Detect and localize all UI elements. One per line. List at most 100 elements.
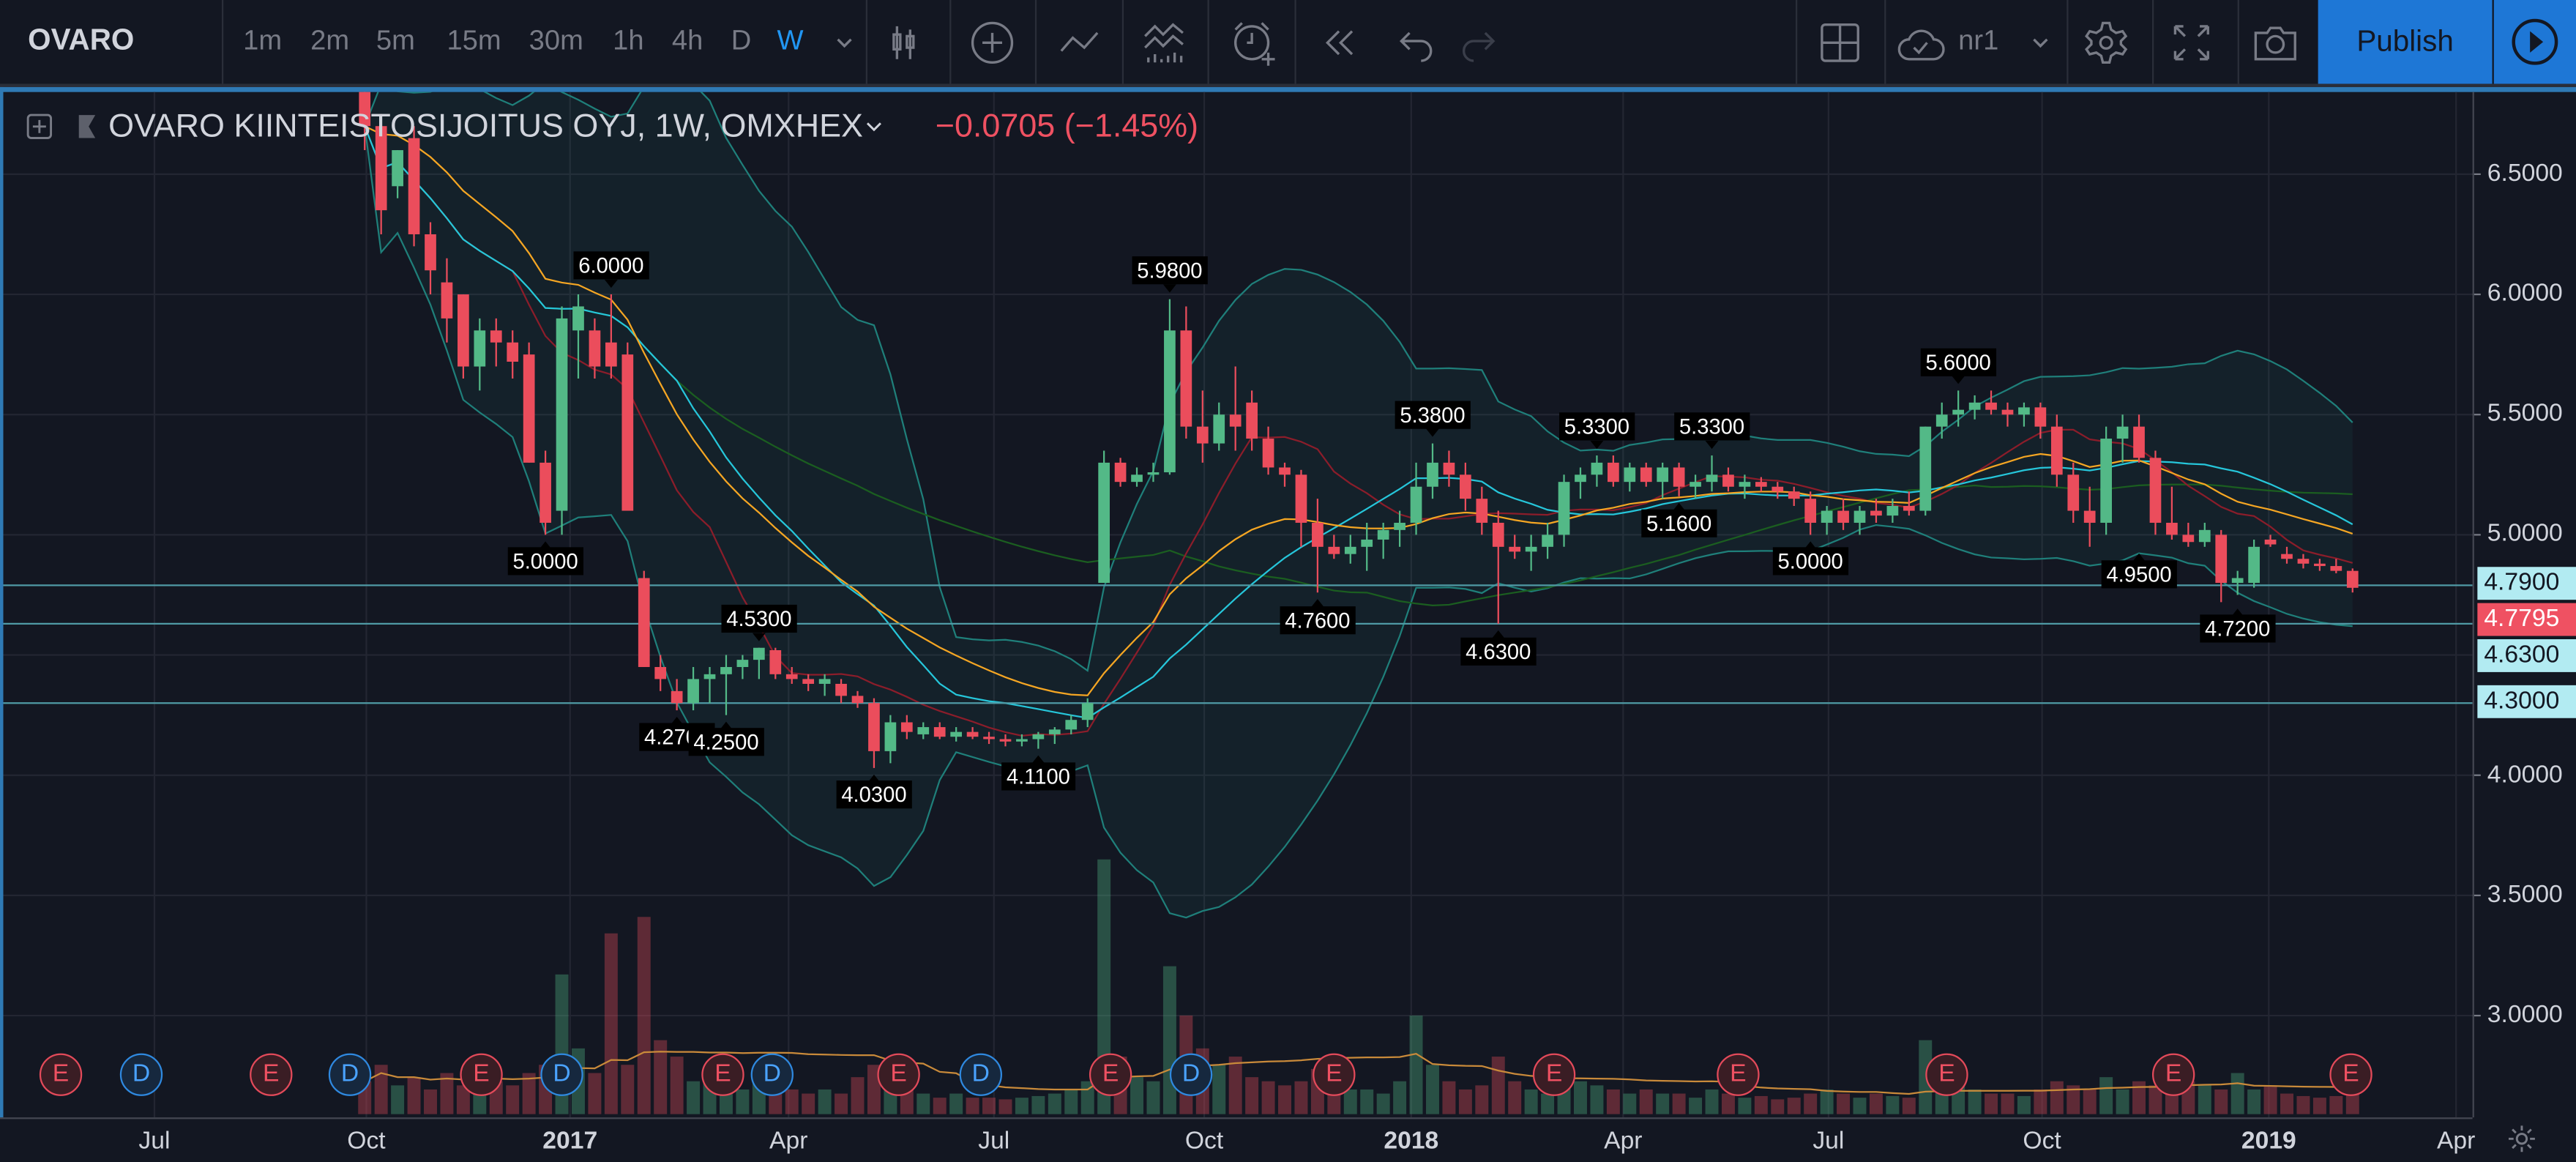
- candle-body: [703, 674, 716, 679]
- symbol-search-button[interactable]: OVARO: [28, 23, 135, 56]
- candle-body: [2297, 559, 2310, 564]
- volume-bar: [1639, 1089, 1653, 1114]
- earnings-marker[interactable]: E: [701, 1053, 744, 1096]
- dividend-marker[interactable]: D: [540, 1053, 583, 1096]
- timeframe-1m[interactable]: 1m: [243, 24, 283, 56]
- flag-icon[interactable]: [72, 110, 108, 143]
- volume-bar: [1442, 1081, 1456, 1114]
- earnings-marker[interactable]: E: [2329, 1053, 2372, 1096]
- volume-bar: [1343, 1089, 1357, 1114]
- earnings-marker[interactable]: E: [39, 1053, 83, 1096]
- alert-icon[interactable]: [1227, 16, 1280, 69]
- candle-body: [2264, 539, 2277, 545]
- volume-bar: [1360, 1089, 1374, 1114]
- timeframe-30m[interactable]: 30m: [529, 24, 583, 56]
- earnings-marker[interactable]: E: [2151, 1053, 2195, 1096]
- volume-bar: [2247, 1089, 2261, 1114]
- candle-body: [1657, 467, 1669, 483]
- candle-body: [1608, 462, 1619, 483]
- volume-bar: [1015, 1098, 1028, 1114]
- high-price-annotation: 5.3300: [1674, 412, 1750, 441]
- chevron-down-icon[interactable]: [863, 110, 886, 143]
- candle-body: [2034, 407, 2047, 427]
- timeframe-4h[interactable]: 4h: [671, 24, 703, 56]
- candle-body: [540, 462, 551, 523]
- camera-icon[interactable]: [2249, 16, 2301, 69]
- timeframe-15m[interactable]: 15m: [447, 24, 501, 56]
- chevron-down-icon[interactable]: [2014, 16, 2067, 69]
- timeframe-2m[interactable]: 2m: [310, 24, 350, 56]
- timeframe-d[interactable]: D: [731, 24, 752, 56]
- axis-settings-gear-icon[interactable]: [2504, 1121, 2539, 1157]
- volume-bar: [1491, 1057, 1505, 1114]
- expand-legend-icon[interactable]: [23, 110, 56, 143]
- earnings-marker[interactable]: E: [1089, 1053, 1132, 1096]
- volume-bar: [1064, 1089, 1078, 1114]
- candle-body: [1492, 522, 1504, 547]
- candle-body: [1443, 462, 1455, 475]
- dividend-marker[interactable]: D: [959, 1053, 1002, 1096]
- play-button[interactable]: [2493, 0, 2576, 84]
- earnings-marker[interactable]: E: [460, 1053, 503, 1096]
- price-change: −0.0705 (−1.45%): [935, 107, 1199, 144]
- candle-body: [753, 647, 765, 660]
- earnings-marker[interactable]: E: [1925, 1053, 1968, 1096]
- earnings-marker[interactable]: E: [250, 1053, 293, 1096]
- series-title[interactable]: OVARO KIINTEISTOSIJOITUS OYJ, 1W, OMXHEX: [108, 107, 864, 144]
- volume-bar: [588, 1073, 602, 1114]
- earnings-marker[interactable]: E: [1313, 1053, 1356, 1096]
- redo-icon[interactable]: [1452, 16, 1505, 69]
- dividend-marker[interactable]: D: [119, 1053, 163, 1096]
- earnings-marker[interactable]: E: [877, 1053, 920, 1096]
- candle-body: [1114, 462, 1127, 483]
- timeframe-5m[interactable]: 5m: [376, 24, 415, 56]
- layout-grid-icon[interactable]: [1814, 16, 1867, 69]
- earnings-marker[interactable]: E: [1532, 1053, 1576, 1096]
- low-price-annotation: 4.6300: [1460, 636, 1537, 665]
- time-tick-label: 2018: [1384, 1127, 1439, 1155]
- candle-body: [671, 690, 683, 704]
- timeframe-1h[interactable]: 1h: [613, 24, 644, 56]
- dividend-marker[interactable]: D: [750, 1053, 794, 1096]
- chevron-down-icon[interactable]: [818, 16, 871, 69]
- candles-icon[interactable]: [877, 16, 930, 69]
- candle-body: [1016, 739, 1028, 742]
- candle-body: [1788, 491, 1800, 499]
- chart-pane[interactable]: [0, 86, 2576, 1162]
- gear-icon[interactable]: [2080, 16, 2132, 69]
- volume-bar: [1902, 1098, 1916, 1114]
- undo-icon[interactable]: [1390, 16, 1443, 69]
- line-icon[interactable]: [1053, 16, 1106, 69]
- compare-plus-icon[interactable]: [966, 16, 1019, 69]
- dividend-marker[interactable]: D: [1169, 1053, 1213, 1096]
- volume-bar: [1721, 1093, 1735, 1114]
- layout-name[interactable]: nr1: [1958, 24, 1999, 56]
- volume-bar: [2345, 1093, 2359, 1114]
- replay-icon[interactable]: [1313, 16, 1365, 69]
- volume-bar: [1869, 1093, 1883, 1114]
- timeframe-w[interactable]: W: [777, 24, 804, 56]
- low-price-annotation: 4.7200: [2200, 615, 2276, 644]
- cloud-save-icon[interactable]: [1894, 16, 1947, 69]
- candle-body: [458, 294, 469, 367]
- candle-body: [1624, 467, 1636, 483]
- candle-body: [2100, 439, 2112, 523]
- volume-bar: [2263, 1085, 2277, 1114]
- price-axis[interactable]: [2472, 92, 2474, 1118]
- volume-bar: [522, 1073, 536, 1114]
- volume-bar: [604, 933, 618, 1114]
- dividend-marker[interactable]: D: [328, 1053, 372, 1096]
- price-tick-label: 6.5000: [2487, 159, 2563, 187]
- volume-bar: [1672, 1093, 1686, 1114]
- candle-body: [1328, 546, 1340, 554]
- earnings-marker[interactable]: E: [1717, 1053, 1760, 1096]
- indicators-icon[interactable]: [1138, 16, 1191, 69]
- time-axis[interactable]: [0, 1117, 2473, 1120]
- candle-body: [1575, 474, 1586, 483]
- volume-bar: [687, 1081, 701, 1114]
- volume-bar: [1886, 1095, 1900, 1114]
- volume-bar: [637, 917, 651, 1114]
- publish-button[interactable]: Publish: [2318, 0, 2493, 84]
- fullscreen-icon[interactable]: [2165, 16, 2218, 69]
